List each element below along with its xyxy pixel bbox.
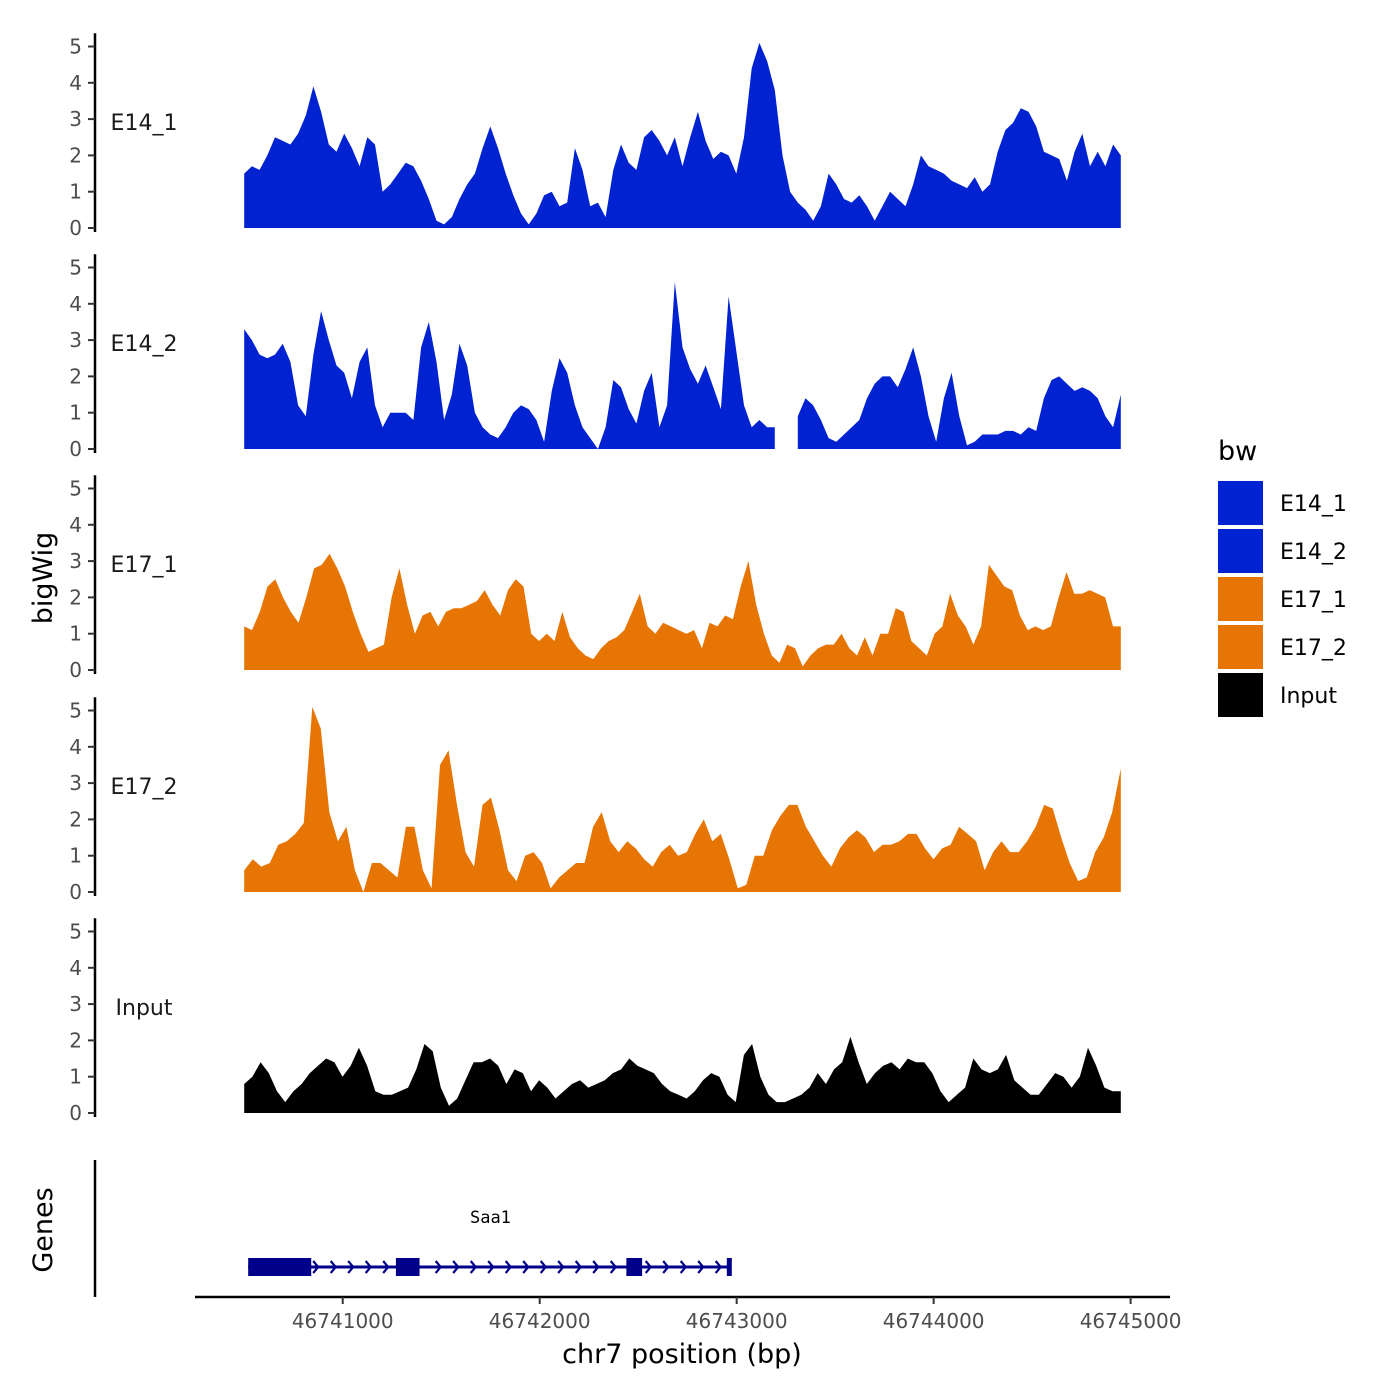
- coverage-area-E14_2: [244, 282, 1121, 449]
- track-label: Input: [116, 996, 173, 1021]
- strand-arrow: [329, 1260, 338, 1274]
- legend-swatch-E14_2: [1218, 529, 1263, 573]
- strand-arrow: [347, 1260, 355, 1274]
- legend-label: E17_2: [1280, 636, 1347, 661]
- legend-title: bw: [1218, 436, 1257, 467]
- strand-arrow: [697, 1260, 705, 1274]
- legend-label: E14_1: [1280, 492, 1347, 517]
- y-tick-label: 2: [69, 143, 82, 167]
- y-tick-label: 4: [69, 735, 82, 759]
- strand-arrow: [312, 1260, 320, 1274]
- y-tick-label: 0: [69, 1101, 82, 1125]
- strand-arrow: [522, 1260, 530, 1274]
- y-tick-label: 2: [69, 585, 82, 609]
- legend-label: E17_1: [1280, 588, 1347, 613]
- gene-exon: [626, 1258, 643, 1276]
- genes-axis-title: Genes: [28, 1187, 59, 1272]
- y-tick-label: 1: [69, 180, 82, 204]
- coverage-area-E17_2: [244, 706, 1121, 892]
- gene-Saa1: Saa1: [248, 1208, 732, 1276]
- strand-arrow: [679, 1260, 688, 1274]
- x-tick-label: 46745000: [1080, 1309, 1182, 1333]
- coverage-area-Input: [244, 1036, 1121, 1113]
- legend-swatch-E17_1: [1218, 577, 1263, 621]
- strand-arrow: [609, 1260, 618, 1274]
- y-tick-label: 2: [69, 807, 82, 831]
- strand-arrow: [714, 1260, 723, 1274]
- strand-arrow: [557, 1260, 565, 1274]
- y-tick-label: 2: [69, 1028, 82, 1052]
- x-tick-label: 46744000: [883, 1309, 985, 1333]
- legend-label: E14_2: [1280, 540, 1347, 565]
- y-tick-label: 5: [69, 477, 82, 501]
- legend-swatch-Input: [1218, 673, 1263, 717]
- strand-arrow: [469, 1260, 478, 1274]
- strand-arrow: [592, 1260, 600, 1274]
- x-axis-title: chr7 position (bp): [562, 1339, 802, 1370]
- strand-arrow: [539, 1260, 548, 1274]
- legend-swatch-E17_2: [1218, 625, 1263, 669]
- gene-label: Saa1: [470, 1208, 511, 1228]
- coverage-area-E17_1: [244, 553, 1121, 670]
- strand-arrow: [504, 1260, 513, 1274]
- gene-exon: [248, 1258, 312, 1276]
- x-tick-label: 46742000: [489, 1309, 591, 1333]
- genes-panel: Genes Saa1: [28, 1160, 732, 1297]
- y-tick-label: 3: [69, 992, 82, 1016]
- y-tick-label: 5: [69, 920, 82, 944]
- y-tick-label: 1: [69, 622, 82, 646]
- strand-arrow: [644, 1260, 653, 1274]
- track-E14_1: 0 1 2 3 4 5 E14_1: [69, 33, 1121, 240]
- strand-arrow: [434, 1260, 443, 1274]
- legend-swatch-E14_1: [1218, 481, 1263, 525]
- y-tick-label: 0: [69, 880, 82, 904]
- y-tick-label: 1: [69, 1065, 82, 1089]
- strand-arrow: [487, 1260, 495, 1274]
- coverage-area-E14_1: [244, 42, 1121, 229]
- x-axis: 46741000 46742000 46743000 46744000 46745000: [195, 1295, 1182, 1333]
- y-tick-label: 5: [69, 256, 82, 280]
- track-E17_1: 0 1 2 3 4 5 E17_1: [69, 475, 1121, 682]
- y-tick-label: 3: [69, 771, 82, 795]
- y-tick-label: 4: [69, 71, 82, 95]
- y-tick-label: 0: [69, 216, 82, 240]
- track-label: E14_1: [111, 111, 178, 136]
- strand-arrow: [662, 1260, 670, 1274]
- strand-arrow: [574, 1260, 583, 1274]
- y-tick-label: 0: [69, 658, 82, 682]
- gene-exon: [726, 1258, 732, 1276]
- x-tick-label: 46741000: [292, 1309, 394, 1333]
- y-tick-label: 5: [69, 699, 82, 723]
- y-tick-label: 1: [69, 844, 82, 868]
- y-tick-label: 4: [69, 956, 82, 980]
- strand-arrow: [364, 1260, 373, 1274]
- strand-arrow: [382, 1260, 390, 1274]
- x-tick-label: 46743000: [686, 1309, 788, 1333]
- track-E14_2: 0 1 2 3 4 5 E14_2: [69, 254, 1121, 461]
- track-label: E17_1: [111, 553, 178, 578]
- y-tick-label: 5: [69, 35, 82, 59]
- legend: bw E14_1 E14_2 E17_1 E17_2 Input: [1218, 436, 1347, 717]
- y-axis-title: bigWig: [28, 532, 59, 625]
- legend-label: Input: [1280, 684, 1337, 709]
- y-tick-label: 3: [69, 328, 82, 352]
- gene-exon: [395, 1258, 420, 1276]
- y-tick-label: 3: [69, 107, 82, 131]
- y-tick-label: 3: [69, 549, 82, 573]
- y-tick-label: 1: [69, 401, 82, 425]
- strand-arrow: [452, 1260, 460, 1274]
- track-E17_2: 0 1 2 3 4 5 E17_2: [69, 697, 1121, 904]
- y-tick-label: 4: [69, 292, 82, 316]
- track-label: E17_2: [111, 775, 178, 800]
- coverage-tracks: 0 1 2 3 4 5 E14_1 0 1 2 3 4 5 E14_2 0 1 2 3 4 5 E17_1 0 1 2 3 4 5 E…: [69, 33, 1121, 1125]
- y-tick-label: 4: [69, 513, 82, 537]
- track-label: E14_2: [111, 332, 178, 357]
- y-tick-label: 2: [69, 364, 82, 388]
- track-Input: 0 1 2 3 4 5 Input: [69, 918, 1121, 1125]
- y-tick-label: 0: [69, 437, 82, 461]
